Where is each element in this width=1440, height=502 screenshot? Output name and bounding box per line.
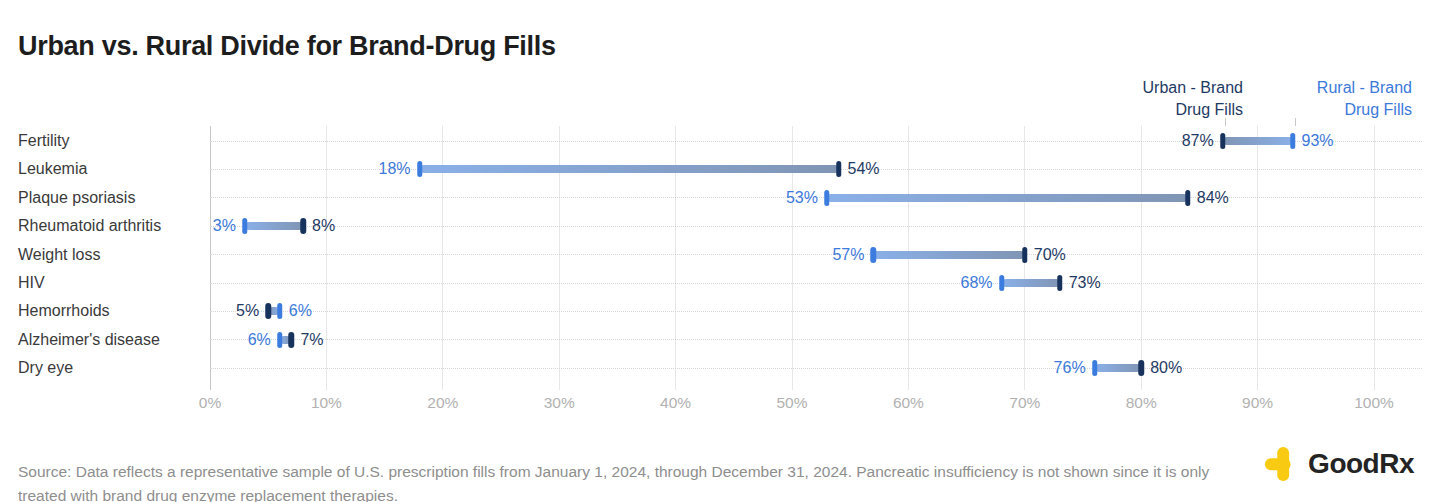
x-axis-tick-label: 50% — [757, 393, 827, 413]
urban-value-label: 5% — [0, 300, 259, 322]
rural-cap — [1290, 133, 1296, 149]
rural-cap — [277, 332, 283, 348]
dumbbell-band — [1095, 364, 1142, 372]
dumbbell-band — [873, 251, 1024, 259]
urban-value-label: 54% — [848, 158, 880, 180]
goodrx-cross-icon — [1263, 445, 1301, 483]
gridline-vertical — [1374, 126, 1375, 390]
dumbbell-band — [420, 165, 839, 173]
rural-value-label: 6% — [0, 329, 271, 351]
rural-cap — [871, 247, 877, 263]
x-axis-tick-label: 80% — [1106, 393, 1176, 413]
urban-value-label: 80% — [1150, 357, 1182, 379]
urban-value-label: 87% — [0, 130, 1214, 152]
rural-value-label: 93% — [1302, 130, 1334, 152]
urban-cap — [265, 303, 271, 319]
dumbbell-band — [1223, 137, 1293, 145]
rural-cap — [277, 303, 283, 319]
urban-cap — [836, 161, 842, 177]
urban-cap — [1057, 275, 1063, 291]
urban-value-label: 73% — [1069, 272, 1101, 294]
x-axis-tick-label: 30% — [524, 393, 594, 413]
rural-value-label: 3% — [0, 215, 236, 237]
urban-cap — [1022, 247, 1028, 263]
x-axis-tick-label: 90% — [1223, 393, 1293, 413]
rural-value-label: 18% — [0, 158, 411, 180]
rural-value-label: 53% — [0, 187, 818, 209]
urban-cap — [289, 332, 295, 348]
rural-value-label: 57% — [0, 244, 864, 266]
urban-cap — [1220, 133, 1226, 149]
legend-pointer-tick-rural — [1295, 118, 1297, 126]
dumbbell-band — [1002, 279, 1060, 287]
dumbbell-chart-plot-area: 0%10%20%30%40%50%60%70%80%90%100%Fertili… — [0, 0, 1440, 502]
source-note: Source: Data reflects a representative s… — [18, 460, 1258, 502]
x-axis-tick-label: 20% — [408, 393, 478, 413]
rural-value-label: 68% — [0, 272, 993, 294]
dumbbell-band — [827, 194, 1188, 202]
x-axis-tick-label: 100% — [1339, 393, 1409, 413]
rural-cap — [824, 190, 830, 206]
goodrx-wordmark: GoodRx — [1308, 448, 1414, 480]
gridline-vertical — [1141, 126, 1142, 390]
gridline-vertical — [1257, 126, 1258, 390]
x-axis-tick-label: 10% — [291, 393, 361, 413]
rural-cap — [417, 161, 423, 177]
rural-cap — [242, 218, 248, 234]
rural-value-label: 6% — [289, 300, 312, 322]
x-axis-tick-label: 70% — [990, 393, 1060, 413]
row-gridline — [210, 226, 1422, 227]
x-axis-tick-label: 40% — [641, 393, 711, 413]
rural-value-label: 76% — [0, 357, 1086, 379]
x-axis-tick-label: 0% — [175, 393, 245, 413]
goodrx-brand-lockup: GoodRx — [1263, 445, 1414, 483]
legend-pointer-tick-urban — [1225, 118, 1227, 126]
urban-cap — [1185, 190, 1191, 206]
x-axis-tick-label: 60% — [873, 393, 943, 413]
urban-cap — [1138, 360, 1144, 376]
urban-value-label: 70% — [1034, 244, 1066, 266]
row-gridline — [210, 311, 1422, 312]
urban-value-label: 7% — [300, 329, 323, 351]
urban-cap — [300, 218, 306, 234]
rural-cap — [1092, 360, 1098, 376]
row-gridline — [210, 339, 1422, 340]
rural-cap — [999, 275, 1005, 291]
dumbbell-band — [245, 222, 303, 230]
urban-value-label: 8% — [312, 215, 335, 237]
urban-value-label: 84% — [1197, 187, 1229, 209]
